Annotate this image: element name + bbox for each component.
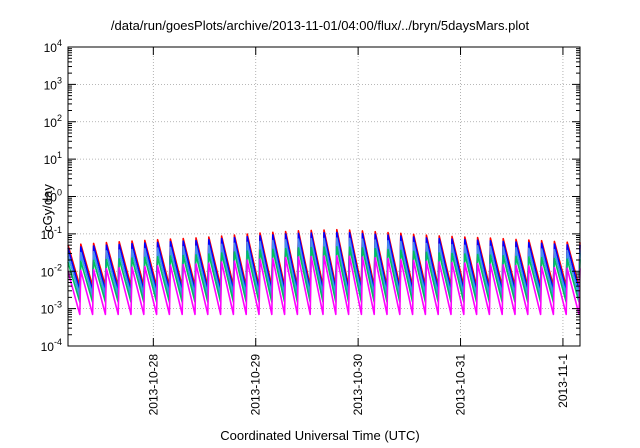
- y-tick-label: 100: [44, 188, 62, 205]
- x-tick-label: 2013-10-30: [351, 354, 365, 416]
- y-tick-label: 10-4: [41, 337, 62, 354]
- x-tick-label: 2013-10-29: [249, 354, 263, 416]
- y-tick-label: 10-3: [41, 300, 62, 317]
- y-tick-label: 103: [44, 75, 62, 92]
- series-group: [67, 228, 581, 316]
- y-tick-label: 10-1: [41, 225, 62, 242]
- x-tick-label: 2013-10-28: [146, 354, 160, 416]
- y-tick-label: 101: [44, 150, 62, 167]
- y-tick-label: 104: [44, 38, 62, 55]
- chart-title: /data/run/goesPlots/archive/2013-11-01/0…: [110, 18, 530, 33]
- series-line-6: [67, 255, 581, 316]
- y-tick-label: 102: [44, 113, 62, 130]
- y-tick-label: 10-2: [41, 262, 62, 279]
- tick-group: 10-4 10-3 10-2 10-1 100 101 102 103 104 2013-10-2…: [41, 38, 580, 415]
- x-tick-label: 2013-11-1: [556, 354, 570, 408]
- x-axis-label: Coordinated Universal Time (UTC): [220, 428, 420, 443]
- x-tick-label: 2013-10-31: [454, 354, 468, 416]
